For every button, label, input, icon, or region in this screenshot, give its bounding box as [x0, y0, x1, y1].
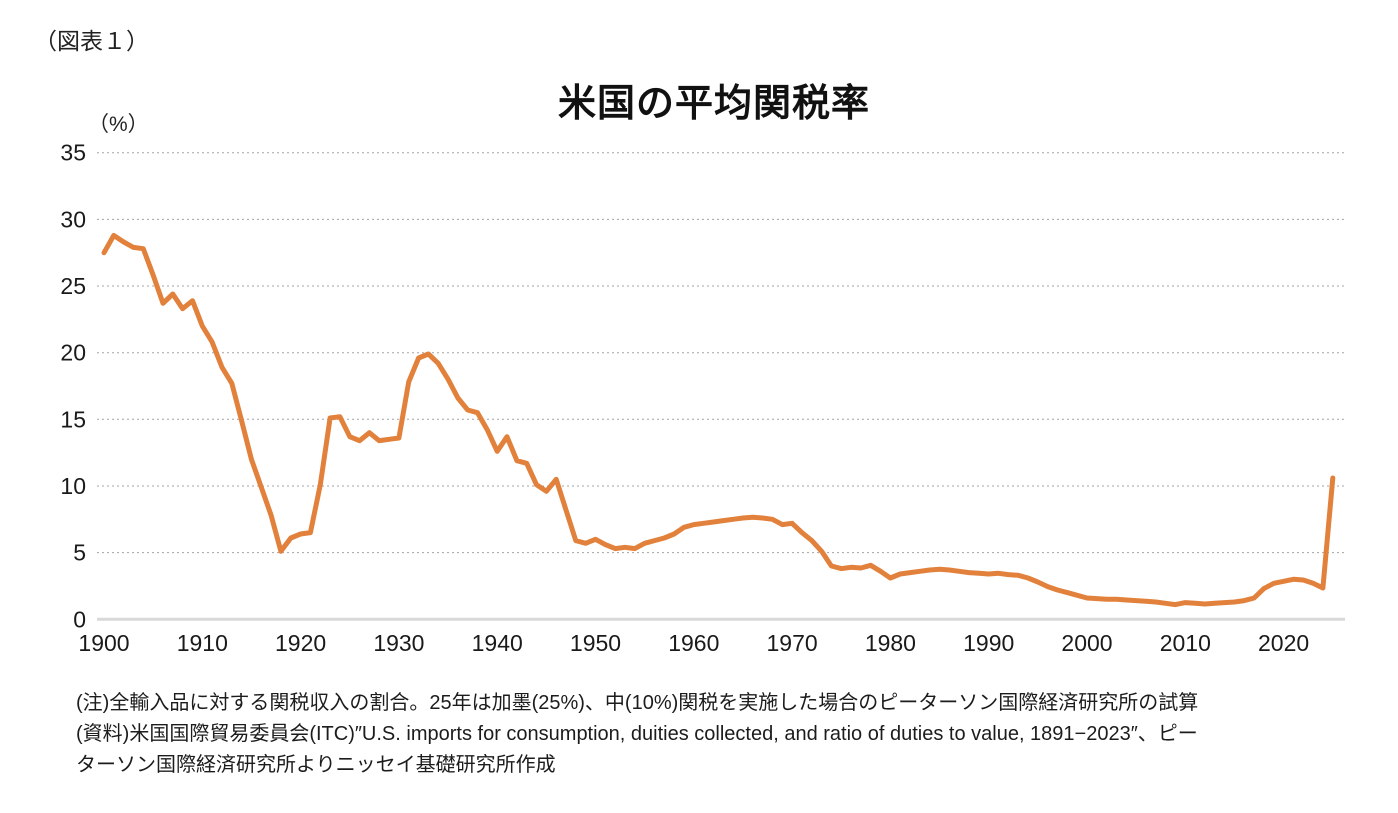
- y-tick-label: 30: [60, 206, 86, 232]
- x-tick-label: 1990: [963, 630, 1014, 656]
- y-tick-label: 25: [60, 273, 86, 299]
- chart-title: 米国の平均関税率: [557, 83, 870, 125]
- y-tick-label: 15: [60, 406, 86, 432]
- x-tick-label: 1920: [275, 630, 326, 656]
- x-tick-label: 2020: [1258, 630, 1309, 656]
- y-tick-label: 20: [60, 340, 86, 366]
- x-tick-label: 1910: [177, 630, 228, 656]
- y-tick-label: 0: [73, 606, 86, 632]
- x-tick-label: 1900: [78, 630, 129, 656]
- y-axis-unit-label: （%）: [88, 113, 149, 136]
- x-tick-label: 1960: [668, 630, 719, 656]
- y-tick-label: 5: [73, 540, 86, 566]
- x-tick-label: 1970: [767, 630, 818, 656]
- y-tick-label: 35: [60, 140, 86, 166]
- x-tick-label: 2010: [1160, 630, 1211, 656]
- x-tick-label: 1930: [373, 630, 424, 656]
- x-tick-label: 1950: [570, 630, 621, 656]
- x-tick-label: 2000: [1061, 630, 1112, 656]
- tariff-rate-line-series: [101, 232, 1336, 608]
- x-tick-label: 1980: [865, 630, 916, 656]
- note-line-2: (資料)米国国際貿易委員会(ITC)″U.S. imports for cons…: [76, 723, 1198, 745]
- x-tick-label: 1940: [472, 630, 523, 656]
- figure-number-label: （図表１）: [34, 29, 149, 54]
- note-line-1: (注)全輸入品に対する関税収入の割合。25年は加墨(25%)、中(10%)関税を…: [76, 692, 1199, 714]
- source-notes: (注)全輸入品に対する関税収入の割合。25年は加墨(25%)、中(10%)関税を…: [76, 688, 1396, 781]
- note-line-3: ターソン国際経済研究所よりニッセイ基礎研究所作成: [76, 754, 556, 776]
- tariff-line-chart: 0 5 10 15 20 25 30 35 1900 1910 1920 1930 1940 1950 19…: [60, 140, 1345, 656]
- y-tick-label: 10: [60, 473, 86, 499]
